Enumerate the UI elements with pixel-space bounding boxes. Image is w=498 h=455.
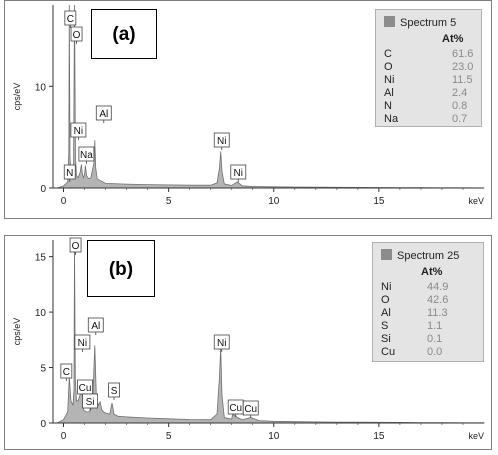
legend-value: 42.6 xyxy=(427,294,449,306)
legend-title-b: Spectrum 25 xyxy=(397,250,460,262)
legend-element: S xyxy=(381,320,389,332)
legend-box-a: Spectrum 5 At% C 61.6 O 23.0 Ni 11.5 Al 2.4 … xyxy=(375,9,482,127)
peak-label: Na xyxy=(80,150,93,161)
y-tick-label: 0 xyxy=(40,184,46,195)
legend-value: 0.0 xyxy=(427,346,443,358)
y-tick-label: 10 xyxy=(35,308,47,319)
legend-element: Si xyxy=(381,333,391,345)
legend-row: Al 2.4 xyxy=(384,87,494,100)
peak-label: Cu xyxy=(244,404,257,415)
x-tick-label: 5 xyxy=(166,196,172,207)
peak-label: Cu xyxy=(79,383,92,394)
legend-title-a: Spectrum 5 xyxy=(400,17,457,29)
legend-swatch-a xyxy=(384,16,395,27)
x-tick-label: 5 xyxy=(166,431,172,442)
panel-tag-b: (b) xyxy=(87,240,155,297)
peak-label: C xyxy=(63,367,70,378)
peak-label: O xyxy=(72,241,80,252)
peak-label: Si xyxy=(86,397,95,408)
peak-label: C xyxy=(67,14,74,25)
y-axis-label: cps/eV xyxy=(12,318,22,346)
peak-label: Cu xyxy=(229,403,242,414)
legend-row: C 61.6 xyxy=(384,48,494,61)
x-tick-label: 15 xyxy=(373,431,385,442)
peak-label: Ni xyxy=(78,338,87,349)
x-axis-label: keV xyxy=(468,196,484,206)
x-tick-label: 0 xyxy=(61,431,67,442)
legend-element: O xyxy=(381,294,390,306)
legend-element: Na xyxy=(384,113,399,125)
spectrum-area xyxy=(57,239,485,424)
legend-value: 0.8 xyxy=(452,100,468,112)
peak-label: Ni xyxy=(217,136,226,147)
y-axis-label: cps/eV xyxy=(12,83,22,111)
legend-value: 0.7 xyxy=(452,113,468,125)
panel-tag-a: (a) xyxy=(91,9,157,59)
legend-value: 11.3 xyxy=(427,307,448,319)
legend-box-b: Spectrum 25 At% Ni 44.9 O 42.6 Al 11.3 S 1.1… xyxy=(372,242,484,362)
y-tick-label: 5 xyxy=(40,364,46,375)
peak-label: Al xyxy=(91,321,100,332)
legend-value: 1.1 xyxy=(427,320,443,332)
legend-unit-b: At% xyxy=(421,266,443,278)
legend-element: C xyxy=(384,48,392,60)
legend-row: Ni 11.5 xyxy=(384,74,494,87)
peak-label: S xyxy=(111,386,118,397)
peak-label: O xyxy=(73,30,81,41)
y-tick-label: 15 xyxy=(35,253,47,264)
legend-row: S 1.1 xyxy=(381,320,491,333)
legend-row: Na 0.7 xyxy=(384,113,494,126)
legend-element: O xyxy=(384,61,393,73)
legend-swatch-b xyxy=(381,249,392,260)
x-tick-label: 10 xyxy=(268,431,280,442)
legend-element: Cu xyxy=(381,346,396,358)
legend-element: Al xyxy=(381,307,391,319)
peak-label: Ni xyxy=(217,338,226,349)
peak-label: Al xyxy=(99,109,108,120)
legend-element: N xyxy=(384,100,392,112)
legend-value: 23.0 xyxy=(452,61,474,73)
legend-value: 2.4 xyxy=(452,87,468,99)
peak-label: Ni xyxy=(74,126,83,137)
legend-value: 11.5 xyxy=(452,74,473,86)
peak-label: Ni xyxy=(234,168,243,179)
legend-element: Al xyxy=(384,87,394,99)
legend-unit-a: At% xyxy=(442,33,464,45)
legend-element: Ni xyxy=(381,281,392,293)
legend-row: Ni 44.9 xyxy=(381,281,491,294)
legend-header-a: Spectrum 5 xyxy=(384,16,456,29)
y-tick-label: 10 xyxy=(35,82,47,93)
legend-row: Si 0.1 xyxy=(381,333,491,346)
x-tick-label: 0 xyxy=(61,196,67,207)
legend-row: N 0.8 xyxy=(384,100,494,113)
spectrum-area xyxy=(57,4,485,189)
spectrum-panel-b: 0 5 10 15 0 5 10 15 keV cps/eV C O Ni Cu Si Al S Ni Cu Cu (… xyxy=(4,235,492,450)
legend-row: Al 11.3 xyxy=(381,307,491,320)
x-tick-label: 10 xyxy=(268,196,280,207)
x-axis-label: keV xyxy=(468,431,484,441)
x-tick-label: 15 xyxy=(373,196,385,207)
legend-row: O 23.0 xyxy=(384,61,494,74)
legend-row: Cu 0.0 xyxy=(381,346,491,359)
legend-element: Ni xyxy=(384,74,395,86)
legend-row: O 42.6 xyxy=(381,294,491,307)
spectrum-panel-a: 0 5 10 15 0 10 keV cps/eV C O Ni Na Al N Ni Ni (a) Spec… xyxy=(4,0,492,219)
y-tick-label: 0 xyxy=(40,419,46,430)
peak-label: N xyxy=(66,168,73,179)
legend-value: 61.6 xyxy=(452,48,474,60)
legend-header-b: Spectrum 25 xyxy=(381,249,459,262)
legend-value: 0.1 xyxy=(427,333,443,345)
legend-value: 44.9 xyxy=(427,281,449,293)
